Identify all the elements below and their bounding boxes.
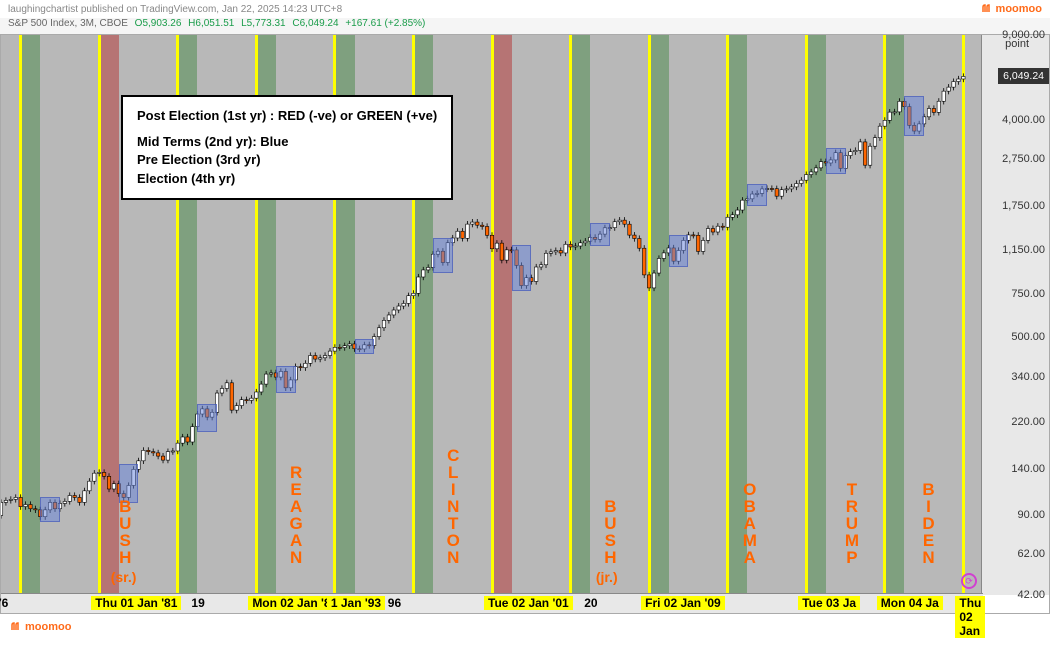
x-tick: Mon 04 Ja	[877, 596, 943, 610]
president-sub: (jr.)	[596, 569, 618, 585]
legend-l3: Pre Election (3rd yr)	[137, 151, 437, 169]
midterm-box	[669, 235, 689, 266]
low: L5,773.31	[241, 18, 286, 29]
president-label: TRUMP	[841, 480, 861, 565]
y-tick: 4,000.00	[1002, 114, 1045, 126]
x-tick: 1 Jan '93	[327, 596, 385, 610]
president-label: CLINTON	[443, 446, 463, 565]
midterm-box	[512, 245, 532, 291]
president-sub: (sr.)	[111, 569, 137, 585]
president-label: BIDEN	[918, 480, 938, 565]
y-tick: 220.00	[1011, 416, 1045, 428]
legend-l4: Election (4th yr)	[137, 170, 437, 188]
open: O5,903.26	[135, 18, 182, 29]
y-tick: 1,750.00	[1002, 200, 1045, 212]
y-tick: 140.00	[1011, 463, 1045, 475]
x-tick: 20	[584, 596, 597, 610]
x-axis: 76Thu 01 Jan '8119Mon 02 Jan '891 Jan '9…	[1, 593, 983, 613]
x-tick: Thu 01 Jan '81	[91, 596, 181, 610]
bottom-bar: moomoo	[0, 614, 1050, 640]
legend-l1: Post Election (1st yr) : RED (-ve) or GR…	[137, 107, 437, 125]
brand-logo: moomoo	[981, 3, 1042, 15]
y-tick: 62.00	[1017, 548, 1045, 560]
chart[interactable]: BUSH (sr.) REAGAN CLINTON BUSH (jr.) OBAMA TRUM…	[0, 34, 1050, 614]
x-tick: Fri 02 Jan '09	[641, 596, 725, 610]
y-tick: 500.00	[1011, 331, 1045, 343]
y-tick: 2,750.00	[1002, 153, 1045, 165]
high: H6,051.51	[188, 18, 234, 29]
midterm-box	[747, 184, 767, 206]
president-label: REAGAN	[286, 463, 306, 565]
y-tick: 42.00	[1017, 589, 1045, 601]
change: +167.61 (+2.85%)	[345, 18, 425, 29]
top-bar: laughingchartist published on TradingVie…	[0, 0, 1050, 18]
publish-info: laughingchartist published on TradingVie…	[8, 4, 342, 15]
y-tick: 750.00	[1011, 288, 1045, 300]
y-tick: 1,150.00	[1002, 244, 1045, 256]
y-tick: 90.00	[1017, 509, 1045, 521]
president-label: BUSH	[600, 497, 620, 565]
midterm-box	[433, 238, 453, 273]
midterm-box	[197, 404, 217, 432]
x-tick: Tue 02 Jan '01	[484, 596, 573, 610]
brand-logo-bottom: moomoo	[10, 621, 71, 633]
symbol: S&P 500 Index, 3M, CBOE	[8, 18, 128, 29]
close: C6,049.24	[292, 18, 338, 29]
president-label: OBAMA	[739, 480, 759, 565]
y-tick: 340.00	[1011, 371, 1045, 383]
y-tick: 9,000.00	[1002, 29, 1045, 41]
moomoo-icon	[10, 621, 22, 633]
current-price-tag: 6,049.24	[998, 68, 1049, 84]
refresh-icon[interactable]: ⟳	[961, 573, 977, 589]
midterm-box	[40, 497, 60, 522]
x-tick: 96	[388, 596, 401, 610]
x-tick: 76	[0, 596, 8, 610]
president-label: BUSH	[115, 497, 135, 565]
legend-box: Post Election (1st yr) : RED (-ve) or GR…	[121, 95, 453, 200]
midterm-box	[276, 366, 296, 393]
x-tick: Thu 02 Jan	[955, 596, 985, 638]
moomoo-icon	[981, 3, 993, 15]
x-tick: 19	[191, 596, 204, 610]
plot-area[interactable]: BUSH (sr.) REAGAN CLINTON BUSH (jr.) OBAMA TRUM…	[1, 35, 983, 595]
midterm-box	[590, 223, 610, 247]
midterm-box	[355, 339, 375, 354]
midterm-box	[904, 96, 924, 136]
y-axis: point 9,000.004,000.002,750.001,750.001,…	[981, 35, 1049, 595]
ohlc-bar: S&P 500 Index, 3M, CBOE O5,903.26 H6,051…	[0, 18, 1050, 34]
midterm-box	[826, 148, 846, 174]
legend-l2: Mid Terms (2nd yr): Blue	[137, 133, 437, 151]
x-tick: Tue 03 Ja	[798, 596, 860, 610]
